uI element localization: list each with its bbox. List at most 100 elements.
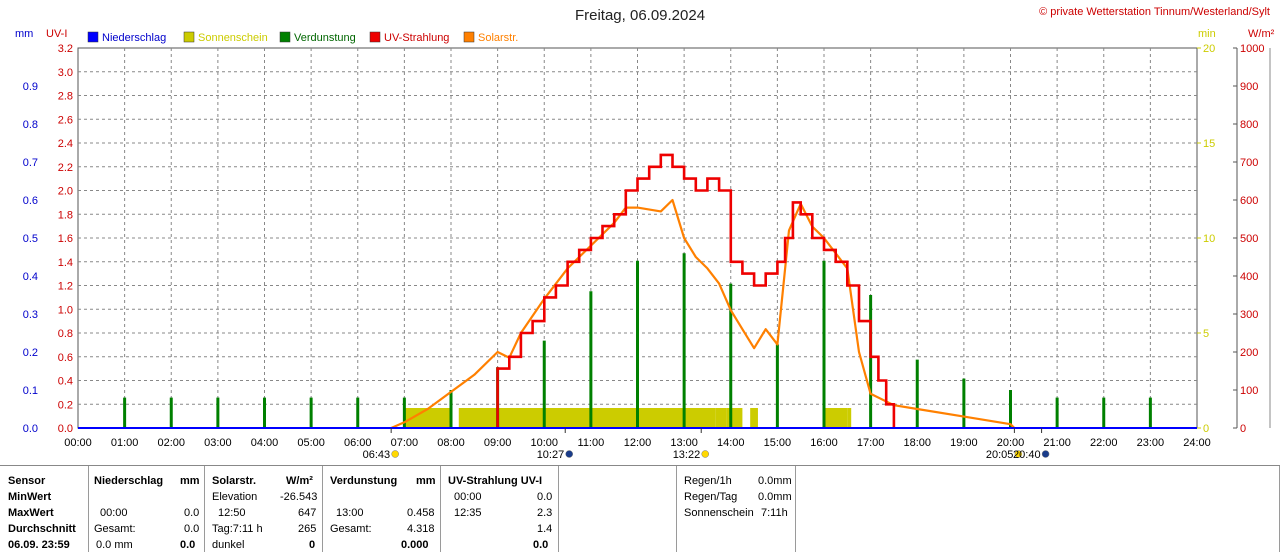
sonnenschein-label: Sonnenschein [684,507,754,519]
sunshine-band [726,408,743,428]
wm2-tick-label: 900 [1240,81,1258,93]
x-tick-label: 15:00 [764,437,792,449]
x-tick-label: 10:00 [530,437,558,449]
verdunstung-current: 0.000 [401,539,429,551]
uv-line [496,153,896,428]
x-tick-label: 22:00 [1090,437,1118,449]
x-tick-label: 08:00 [437,437,465,449]
x-tick-label: 21:00 [1043,437,1071,449]
solar-current: 0 [309,539,316,551]
niederschlag-header: Niederschlag [94,475,164,487]
row-label-sensor: Sensor [8,475,46,487]
solar-line [390,198,1016,430]
row-label-max: MaxWert [8,507,54,519]
min-tick-label: 15 [1203,138,1215,150]
chart-title: Freitag, 06.09.2024 [575,7,705,24]
niederschlag-unit: mm [180,475,200,487]
sunset-icon [1014,450,1023,458]
solar-day-label: Tag:7:11 h [212,523,263,535]
row-label-min: MinWert [8,491,52,503]
uv-tick-label: 2.8 [58,91,73,103]
uv-tick-label: 2.2 [58,162,73,174]
uvi-unit-label: UV-I [46,28,67,40]
x-tick-label: 20:00 [997,437,1025,449]
min-unit-label: min [1198,28,1216,40]
uv-min-time: 00:00 [454,491,482,503]
mm-tick-label: 0.7 [23,157,38,169]
sunshine-band [404,408,451,428]
mm-unit-label: mm [15,28,33,40]
solar-avg-value: 265 [298,523,317,535]
mm-tick-label: 0.6 [23,195,38,207]
marker-time-label: 06:43 [363,449,391,461]
sunshine-band [458,408,716,428]
verdunstung-header: Verdunstung [330,475,398,487]
grid [77,47,1198,429]
marker-time-label: 10:27 [537,449,565,461]
solar-elevation-value: -26.543 [280,491,318,503]
min-tick-label: 5 [1203,328,1209,340]
x-tick-label: 00:00 [64,437,92,449]
wm2-tick-label: 700 [1240,157,1258,169]
row-label-avg: Durchschnitt [8,523,76,535]
moon-phase-icon [565,450,573,458]
uv-tick-label: 0.2 [58,399,73,411]
regen-tag-label: Regen/Tag [684,491,738,503]
wm2-tick-label: 100 [1240,385,1258,397]
x-tick-label: 07:00 [391,437,419,449]
x-tick-label: 09:00 [484,437,512,449]
marker-time-label: 13:22 [673,449,701,461]
verdunstung-unit: mm [416,475,436,487]
solar-elevation-label: Elevation [212,491,258,503]
legend: Niederschlag Sonnenschein Verdunstung UV-St… [87,31,518,44]
mm-tick-label: 0.5 [23,233,38,245]
x-tick-label: 13:00 [670,437,698,449]
niederschlag-total-value: 0.0 [184,523,200,535]
x-tick-label: 24:00 [1183,437,1211,449]
wm2-tick-label: 0 [1240,423,1246,435]
wm2-tick-label: 200 [1240,347,1258,359]
mm-tick-label: 0.1 [23,385,38,397]
niederschlag-current: 0.0 [180,539,196,551]
regen-tag-value: 0.0mm [758,491,792,503]
sunshine-band [750,408,758,428]
x-tick-label: 12:00 [624,437,652,449]
legend-swatch [183,31,195,43]
sonnenschein-value: 7:11h [761,507,788,519]
verdunstung-total-value: 4.318 [407,523,435,535]
x-tick-label: 06:00 [344,437,372,449]
x-tick-label: 05:00 [297,437,325,449]
x-tick-label: 23:00 [1137,437,1165,449]
legend-swatch [87,31,99,43]
regen-1h-label: Regen/1h [684,475,732,487]
marker-time-label: 20:05 [986,449,1014,461]
sunshine-band [847,408,852,428]
solar-unit: W/m² [286,475,313,487]
uv-tick-label: 3.0 [58,67,73,79]
x-tick-label: 19:00 [950,437,978,449]
mm-tick-label: 0.8 [23,119,38,131]
uv-max-time: 12:35 [454,507,482,519]
wm2-tick-label: 400 [1240,271,1258,283]
niederschlag-max-time: 00:00 [100,507,128,519]
weather-chart: Freitag, 06.09.2024 © private Wetterstat… [15,6,1275,461]
time-markers: 13:22 06:43 10:27 20:05 20:40 [363,428,1050,461]
wm2-tick-label: 300 [1240,309,1258,321]
legend-label: Verdunstung [294,32,356,44]
uv-tick-label: 1.8 [58,209,73,221]
x-tick-label: 18:00 [903,437,931,449]
legend-swatch [369,31,381,43]
uv-tick-label: 0.4 [58,376,73,388]
uv-tick-label: 2.0 [58,186,73,198]
x-tick-label: 02:00 [157,437,185,449]
verdunstung-max-time: 13:00 [336,507,364,519]
mm-tick-label: 0.2 [23,347,38,359]
regen-1h-value: 0.0mm [758,475,792,487]
sunrise-icon [391,450,399,458]
mm-tick-label: 0.4 [23,271,38,283]
sunshine-band [715,408,727,428]
x-tick-label: 16:00 [810,437,838,449]
x-tick-label: 11:00 [578,437,605,449]
uv-tick-label: 1.4 [58,257,73,269]
legend-label: Niederschlag [102,32,166,44]
